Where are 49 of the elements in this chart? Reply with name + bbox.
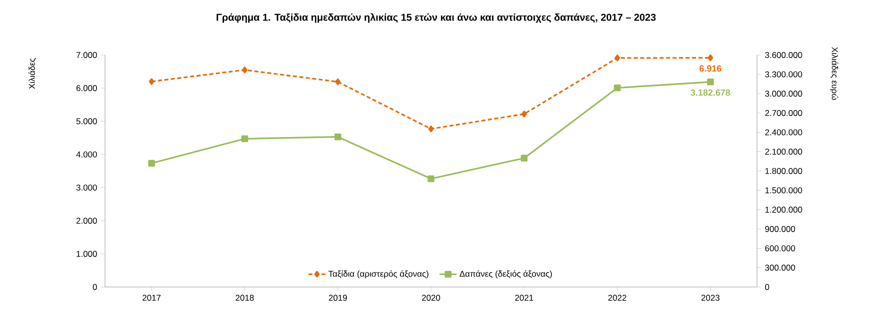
point <box>334 133 342 140</box>
point <box>707 78 714 86</box>
legend-label: Δαπάνες (δεξιός άξονας) <box>460 270 552 278</box>
y2-tick-label: 0 <box>765 284 770 290</box>
x-tick-label: 2019 <box>328 294 347 301</box>
point <box>148 160 155 167</box>
point <box>521 110 527 118</box>
x-tick-label: 2020 <box>422 294 440 301</box>
x-tick-label: 2023 <box>701 294 720 301</box>
y-tick-label: 4.000 <box>76 151 97 158</box>
data-label: 6.916 <box>700 65 722 72</box>
y-tick-label: 1.000 <box>76 250 97 257</box>
y2-tick-label: 300.000 <box>765 264 796 271</box>
legend-label: Ταξίδια (αριστερός άξονας) <box>328 270 428 278</box>
y2-tick-label: 2.400.000 <box>765 129 802 136</box>
y-tick-label: 5.000 <box>76 118 97 124</box>
point <box>708 54 714 62</box>
y-tick-label: 3.000 <box>76 184 97 191</box>
point <box>614 84 621 92</box>
point <box>614 54 620 62</box>
point <box>428 175 434 182</box>
point <box>148 78 154 85</box>
point <box>428 126 434 132</box>
y2-tick-label: 600.000 <box>765 245 796 252</box>
y2-tick-label: 2.100.000 <box>765 148 802 155</box>
x-tick-label: 2018 <box>236 294 254 301</box>
chart-title: Γράφημα 1. Ταξίδια ημεδαπών ηλικίας 15 ετών και άνω και αντίστοιχες δαπάνες, 2017 – 2023 <box>216 13 656 23</box>
y2-tick-label: 1.200.000 <box>765 206 802 213</box>
point <box>242 66 248 74</box>
y2-tick-label: 2.700.000 <box>765 110 802 116</box>
y-tick-label: 2.000 <box>76 218 97 224</box>
y2-tick-label: 1.800.000 <box>765 168 802 174</box>
y-tick-label: 0 <box>92 284 97 290</box>
y2-tick-label: 900.000 <box>765 226 796 232</box>
point <box>520 154 528 162</box>
y-axis-title: Χιλιάδες <box>28 58 36 89</box>
y2-axis-title: Χιλιάδες ευρώ <box>830 47 838 100</box>
y-tick-label: 6.000 <box>76 85 97 92</box>
x-tick-label: 2021 <box>515 294 534 301</box>
x-tick-label: 2022 <box>608 294 626 301</box>
point <box>335 78 341 86</box>
y2-tick-label: 3.000.000 <box>765 90 802 97</box>
point <box>241 135 248 142</box>
y2-tick-label: 1.500.000 <box>765 187 802 194</box>
data-label: 3.182.678 <box>690 89 730 96</box>
y2-tick-label: 3.300.000 <box>765 71 802 78</box>
y-tick-label: 7.000 <box>76 52 97 58</box>
x-tick-label: 2017 <box>142 294 161 301</box>
y2-tick-label: 3.600.000 <box>765 52 802 58</box>
